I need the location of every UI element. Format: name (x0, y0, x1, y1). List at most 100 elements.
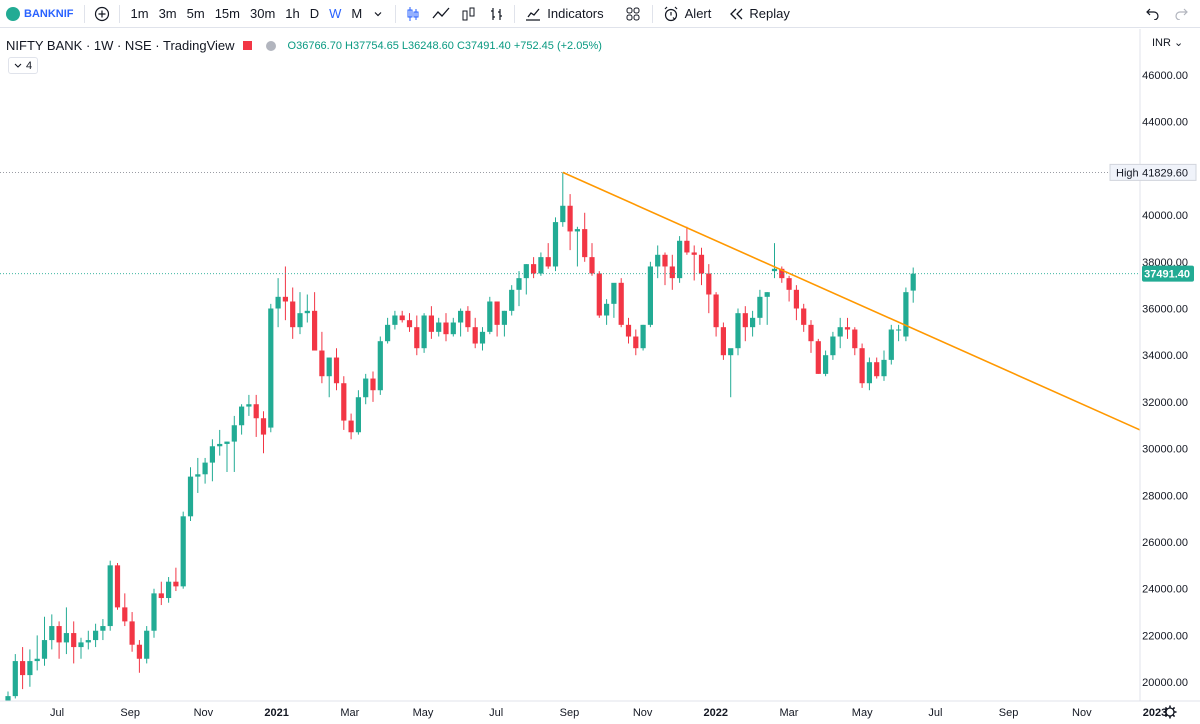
interval-m[interactable]: M (351, 6, 363, 21)
candlestick-series (5, 172, 916, 706)
candle-body (866, 362, 872, 384)
price-tick-label: 40000.00 (1142, 210, 1188, 222)
candle-body (114, 565, 121, 608)
candle-body (509, 289, 515, 311)
time-tick-label: Sep (999, 707, 1019, 719)
interval-w[interactable]: W (329, 6, 342, 21)
layouts-grid-icon[interactable] (622, 0, 644, 28)
candle-body (129, 621, 135, 645)
interval-1m[interactable]: 1m (130, 6, 149, 21)
candle-body (881, 359, 887, 377)
candle-body (209, 446, 215, 463)
candle-body (20, 661, 26, 676)
time-scale-bg (0, 701, 1200, 724)
candle-body (27, 661, 33, 676)
alert-button[interactable]: Alert (659, 0, 716, 28)
candle-body (713, 294, 719, 328)
line-chart-icon[interactable] (430, 0, 452, 28)
candle-body (260, 418, 267, 435)
top-toolbar: BANKNIF 1m 3m 5m 15m 30m 1h D W M Indicators Ale… (0, 0, 1200, 28)
time-tick-label: May (413, 707, 434, 719)
time-scale[interactable]: Jul Sep Nov 2021 Mar May Jul Sep Nov 2022 Mar May Ju… (0, 700, 1200, 724)
currency-label[interactable]: INR ⌄ (1152, 37, 1183, 49)
settings-gear-icon[interactable] (1163, 705, 1177, 719)
candle-body (406, 320, 413, 328)
high-label: High (1116, 167, 1139, 179)
candle-body (304, 310, 310, 314)
candle-body (385, 324, 391, 342)
indicators-icon (526, 8, 541, 21)
separator (118, 4, 120, 23)
price-scale[interactable]: INR ⌄46000.0044000.0042000.0040000.00380… (1109, 29, 1200, 724)
separator (514, 4, 516, 23)
candle-body (348, 420, 354, 433)
chevron-down-icon[interactable] (367, 0, 389, 28)
candle-body (319, 350, 325, 377)
time-tick-label: Nov (633, 707, 653, 719)
chevron-down-icon (14, 63, 22, 68)
indicators-button[interactable]: Indicators (521, 0, 607, 28)
candle-body (253, 404, 259, 419)
candle-body (647, 266, 653, 325)
time-tick-label: May (852, 707, 873, 719)
price-tick-label: 36000.00 (1142, 304, 1188, 316)
candle-body (801, 308, 807, 325)
candle-body (625, 324, 632, 337)
symbol-search[interactable]: BANKNIF (6, 0, 74, 28)
candle-body (458, 310, 464, 323)
redo-icon[interactable] (1170, 0, 1192, 28)
candle-body (355, 397, 361, 433)
indicators-collapse-toggle[interactable]: 4 (8, 57, 39, 74)
time-tick-label: Jul (50, 707, 64, 719)
chart-overlays (0, 171, 1141, 431)
flag-icon[interactable] (242, 41, 252, 50)
candle-body (735, 313, 741, 349)
candle-body (158, 593, 164, 599)
price-tick-label: 46000.00 (1142, 70, 1188, 82)
candle-body (151, 593, 157, 631)
bars-icon[interactable] (458, 0, 480, 28)
interval-5m[interactable]: 5m (186, 6, 205, 21)
rewind-icon (730, 8, 743, 19)
candle-body (516, 278, 522, 290)
compare-add-icon[interactable] (91, 0, 113, 28)
time-tick-label: Jul (928, 707, 942, 719)
candle-body (122, 607, 128, 622)
candle-body (698, 254, 705, 274)
undo-icon[interactable] (1142, 0, 1164, 28)
interval-30m[interactable]: 30m (249, 6, 276, 21)
candle-body (596, 273, 602, 316)
candle-body (567, 205, 573, 232)
time-tick-label: Sep (560, 707, 580, 719)
replay-button[interactable]: Replay (725, 0, 793, 28)
price-tick-label: 22000.00 (1142, 630, 1188, 642)
time-tick-label: Nov (194, 707, 214, 719)
interval-1h[interactable]: 1h (285, 6, 300, 21)
gear-tooth (1164, 706, 1168, 710)
candle-body (604, 303, 610, 316)
candle-body (720, 327, 726, 356)
candle-body (85, 640, 91, 643)
candle-body (757, 296, 763, 318)
price-tick-label: 20000.00 (1142, 677, 1188, 689)
ohlc-bars-icon[interactable] (486, 0, 508, 28)
price-chart[interactable]: INR ⌄46000.0044000.0042000.0040000.00380… (0, 29, 1200, 724)
candle-body (823, 355, 829, 374)
candle-body (450, 322, 456, 335)
candle-body (414, 327, 420, 349)
separator (651, 4, 653, 23)
interval-3m[interactable]: 3m (158, 6, 177, 21)
interval-15m[interactable]: 15m (214, 6, 240, 21)
last-price-box (1142, 265, 1194, 282)
candle-body (326, 357, 332, 377)
candles-icon[interactable] (402, 0, 424, 28)
candle-body (910, 273, 916, 291)
candle-body (830, 336, 836, 356)
interval-d[interactable]: D (309, 6, 320, 21)
candle-body (479, 331, 486, 344)
candle-body (560, 205, 566, 223)
candle-body (472, 327, 478, 344)
candle-body (465, 310, 471, 328)
legend-title[interactable]: NIFTY BANK · 1W · NSE · TradingView (6, 38, 235, 53)
hide-legend-icon[interactable] (265, 40, 276, 51)
